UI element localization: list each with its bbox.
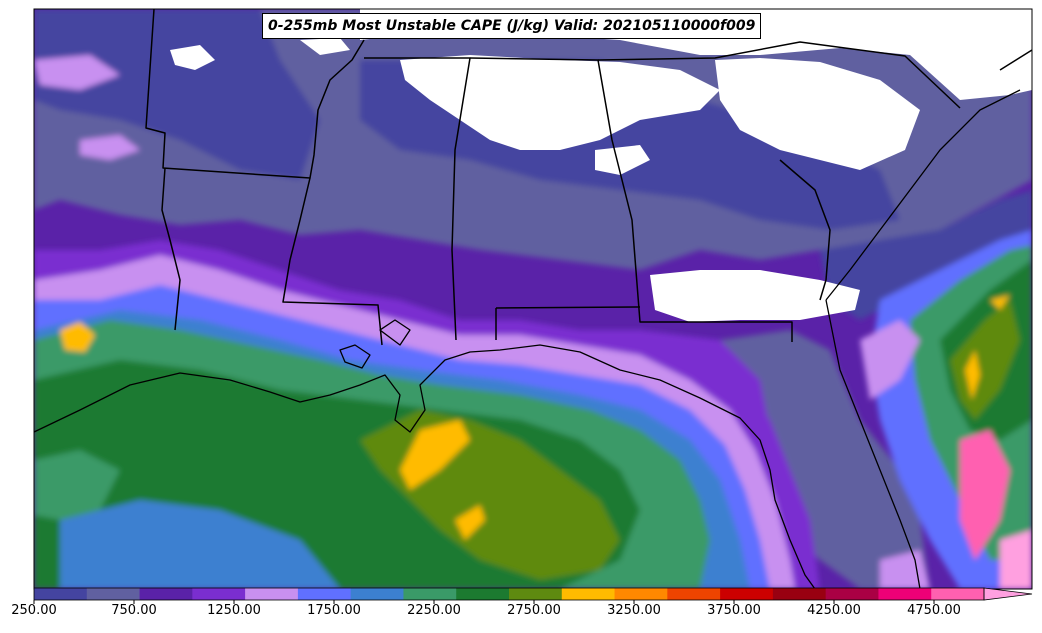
colorbar-tick-label: 2250.00 — [407, 603, 461, 618]
colorbar-tick-label: 750.00 — [111, 603, 157, 618]
colorbar-segment — [297, 588, 352, 600]
colorbar-segment — [772, 588, 827, 600]
coastline — [34, 89, 1021, 589]
no-cape-regions — [170, 9, 1032, 322]
state-boundaries — [145, 9, 1032, 346]
colorbar-segment — [931, 588, 985, 600]
map-title: 0-255mb Most Unstable CAPE (J/kg) Valid:… — [262, 13, 762, 39]
colorbar-tick-label: 3250.00 — [607, 603, 661, 618]
colorbar-tick-label: 250.00 — [11, 603, 57, 618]
map-panel — [34, 9, 1032, 589]
colorbar-segment — [139, 588, 193, 600]
colorbar-segment — [720, 588, 774, 600]
colorbar-segment — [86, 588, 141, 600]
colorbar-segment — [34, 588, 88, 600]
colorbar-segment — [825, 588, 879, 600]
colorbar-segment — [878, 588, 932, 600]
colorbar-segment — [561, 588, 616, 600]
colorbar-tick-label: 1750.00 — [307, 603, 361, 618]
colorbar-extend-arrow — [983, 587, 1033, 601]
colorbar-tick-label: 3750.00 — [707, 603, 761, 618]
colorbar-segment — [245, 588, 299, 600]
colorbar-segment — [350, 588, 404, 600]
colorbar-segment — [509, 588, 563, 600]
colorbar-segment — [667, 588, 721, 600]
colorbar-segment — [403, 588, 457, 600]
colorbar-segment — [192, 588, 246, 600]
colorbar — [33, 587, 1033, 604]
colorbar-tick-label: 1250.00 — [207, 603, 261, 618]
colorbar-tick-label: 4750.00 — [907, 603, 961, 618]
colorbar-tick-label: 2750.00 — [507, 603, 561, 618]
colorbar-segment — [456, 588, 510, 600]
cape-field — [34, 9, 1032, 589]
colorbar-outline — [33, 587, 985, 601]
colorbar-segment — [614, 588, 668, 600]
colorbar-tick-label: 4250.00 — [807, 603, 861, 618]
